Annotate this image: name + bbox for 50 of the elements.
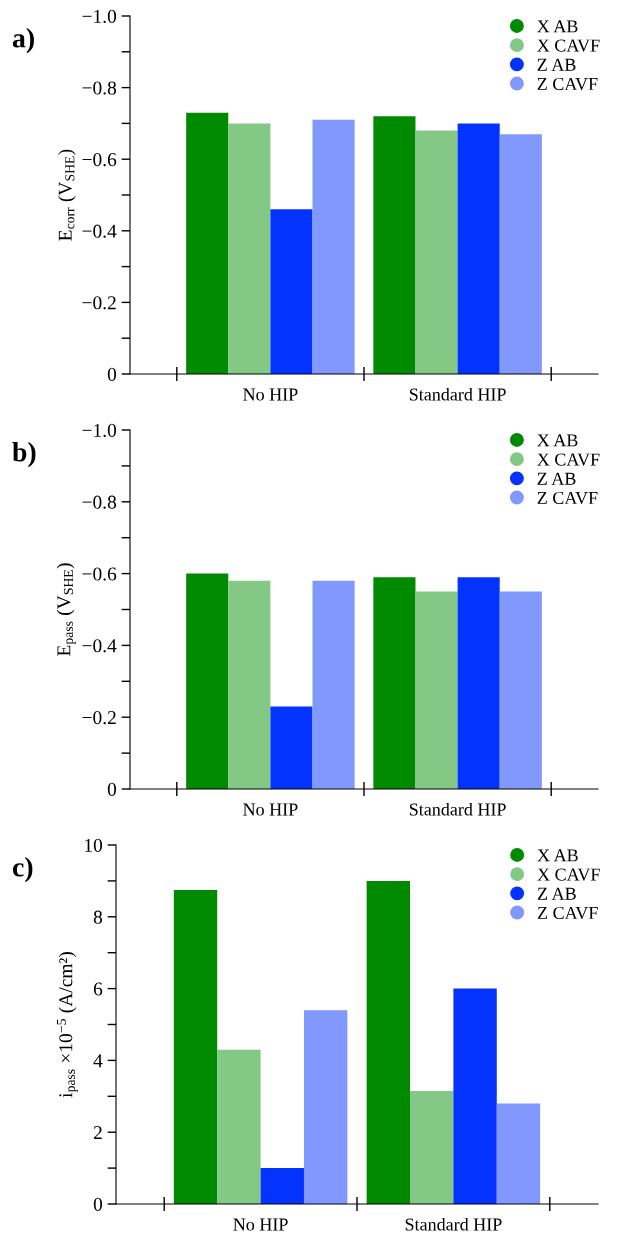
bar	[217, 1049, 261, 1204]
legend-label: Z AB	[537, 58, 576, 71]
legend-label: Z CAVF	[537, 491, 598, 505]
legend-label: Z CAVF	[537, 77, 598, 91]
x-tick-label: No HIP	[243, 388, 298, 401]
y-tick-label: 0	[107, 367, 117, 381]
legend-label: Z CAVF	[537, 906, 598, 920]
legend-label: X AB	[537, 20, 578, 33]
bar	[303, 1010, 348, 1204]
y-tick-label: −0.4	[82, 224, 117, 238]
bar	[410, 1090, 454, 1204]
y-tick-label: 10	[85, 838, 103, 852]
bar	[173, 889, 218, 1204]
chart-title: b)	[12, 442, 36, 468]
chart-title: c)	[12, 857, 33, 883]
bar	[453, 988, 497, 1204]
y-tick-label: −0.6	[82, 567, 117, 581]
y-tick-label: −0.2	[82, 296, 116, 310]
y-tick-label: −0.8	[82, 81, 117, 95]
y-tick-label: −0.4	[82, 639, 117, 653]
y-tick-label: 4	[93, 1054, 103, 1068]
legend-label: X CAVF	[537, 39, 600, 52]
y-tick-label: −0.6	[82, 153, 117, 167]
x-tick-label: No HIP	[233, 1218, 288, 1231]
bar	[496, 1103, 541, 1204]
legend-label: X AB	[537, 849, 578, 862]
y-tick-label: 0	[107, 782, 117, 796]
y-tick-label: 2	[93, 1126, 102, 1139]
x-tick-label: No HIP	[243, 803, 298, 816]
legend-label: X CAVF	[537, 453, 600, 466]
x-tick-label: Standard HIP	[409, 802, 506, 816]
y-axis-title: i$_{pass}$ ×10$^{−5}$ (A/cm²)	[57, 952, 78, 1098]
y-tick-label: −1.0	[82, 423, 117, 438]
y-tick-label: 6	[93, 982, 103, 996]
legend-label: Z AB	[537, 887, 576, 900]
x-tick-label: Standard HIP	[409, 387, 506, 401]
y-tick-label: 0	[93, 1197, 103, 1211]
bar	[260, 1168, 304, 1204]
y-tick-label: 8	[93, 910, 103, 924]
bar	[366, 880, 411, 1204]
y-tick-label: −0.8	[82, 495, 117, 509]
y-axis-title: E$_{corr}$ (V$_{SHE}$)	[58, 149, 76, 241]
legend-label: X AB	[537, 434, 578, 447]
x-tick-label: Standard HIP	[405, 1217, 502, 1231]
legend-label: X CAVF	[537, 868, 600, 881]
chart-title: a)	[12, 28, 34, 54]
legend-label: Z AB	[537, 472, 576, 485]
y-tick-label: −1.0	[82, 9, 117, 24]
y-axis-title: E$_{pass}$ (V$_{SHE}$)	[56, 563, 76, 656]
y-tick-label: −0.2	[82, 711, 116, 725]
